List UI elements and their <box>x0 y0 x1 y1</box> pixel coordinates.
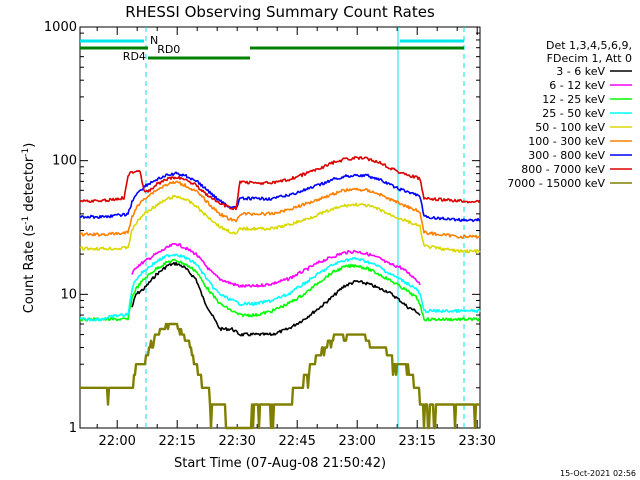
series-line-8 <box>79 322 481 430</box>
x-tick-label: 22:00 <box>98 434 135 449</box>
legend-label: 25 - 50 keV <box>542 107 605 120</box>
x-tick-label: 22:45 <box>278 434 315 449</box>
legend-label: 800 - 7000 keV <box>521 163 605 176</box>
legend-label: 100 - 300 keV <box>528 135 605 148</box>
bar-label-n: N <box>150 34 158 47</box>
series-line-1 <box>131 242 421 288</box>
y-tick-label: 100 <box>52 154 77 169</box>
x-tick-label: 23:30 <box>458 434 495 449</box>
y-tick-label: 10 <box>60 287 77 302</box>
legend-label: 3 - 6 keV <box>556 65 605 78</box>
plot-frame <box>79 26 481 429</box>
x-tick-label: 23:15 <box>398 434 435 449</box>
bar-label-rd4: RD4 <box>123 50 146 63</box>
y-axis-label: Count Rate (s-1 detector-1) <box>21 143 37 314</box>
series-layer <box>79 155 481 430</box>
series-line-5 <box>79 180 481 239</box>
x-tick-label: 23:00 <box>338 434 375 449</box>
series-line-7 <box>79 155 481 211</box>
timestamp: 15-Oct-2021 02:56 <box>560 469 636 478</box>
legend-label: 7000 - 15000 keV <box>507 177 605 190</box>
chart-title: RHESSI Observing Summary Count Rates <box>125 3 435 21</box>
x-tick-label: 22:15 <box>158 434 195 449</box>
legend-label: 12 - 25 keV <box>542 93 605 106</box>
series-line-4 <box>79 195 481 254</box>
legend-header: FDecim 1, Att 0 <box>547 52 632 65</box>
legend-label: 50 - 100 keV <box>535 121 605 134</box>
legend: Det 1,3,4,5,6,9,FDecim 1, Att 03 - 6 keV… <box>507 39 632 190</box>
bar-label-rd0: RD0 <box>157 43 180 56</box>
y-tick-label: 1 <box>69 421 77 436</box>
legend-header: Det 1,3,4,5,6,9, <box>546 39 632 52</box>
tick-labels: 1 10 100 1000 22:00 22:15 22:30 22:45 23:00 23:15… <box>44 20 496 449</box>
legend-label: 300 - 800 keV <box>528 149 605 162</box>
y-tick-label: 1000 <box>44 20 77 35</box>
series-line-2 <box>80 258 481 322</box>
x-tick-label: 22:30 <box>218 434 255 449</box>
series-line-3 <box>79 253 481 322</box>
series-line-6 <box>79 171 481 223</box>
x-axis-label: Start Time (07-Aug-08 21:50:42) <box>174 456 386 471</box>
legend-label: 6 - 12 keV <box>549 79 605 92</box>
series-line-0 <box>131 261 421 337</box>
